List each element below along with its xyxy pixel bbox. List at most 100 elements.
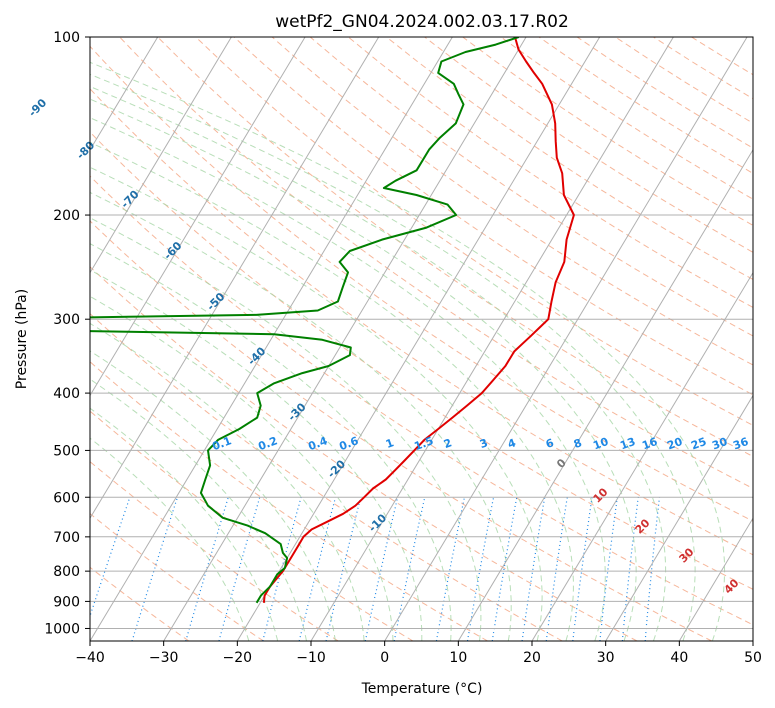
- moist-adiabat: [90, 378, 307, 641]
- isotherm-line: [531, 271, 753, 641]
- mixing-ratio-line: [521, 497, 546, 641]
- isotherm-line: [678, 517, 753, 641]
- moist-adiabat: [90, 141, 574, 641]
- dry-adiabat: [119, 37, 753, 489]
- y-tick-label: 300: [53, 312, 80, 328]
- moist-adiabat-label: 10: [591, 485, 611, 505]
- mixing-ratio-label: 3: [478, 436, 490, 451]
- line-labels: -100-90-80-70-60-50-40-30-20-100.10.20.4…: [0, 56, 751, 597]
- mixing-ratio-label: 4: [506, 436, 518, 451]
- mixing-ratio-line: [599, 497, 618, 641]
- mixing-ratio-label: 2: [442, 436, 454, 451]
- isotherm-label: -90: [26, 96, 49, 119]
- mixing-ratio-line: [491, 497, 518, 641]
- mixing-ratio-label: 1.5: [412, 434, 435, 453]
- isotherm-line: [163, 37, 527, 641]
- mixing-ratio-label: 1: [384, 436, 396, 451]
- x-tick-label: 40: [670, 650, 688, 666]
- isotherm-label: -100: [0, 56, 1, 85]
- mixing-ratio-label: 20: [665, 435, 684, 453]
- moist-adiabat: [90, 61, 726, 641]
- mixing-ratio-label: 13: [618, 435, 637, 452]
- isotherm-line: [90, 37, 380, 520]
- dry-adiabat: [90, 313, 563, 641]
- dry-adiabat: [347, 37, 753, 309]
- y-tick-label: 900: [53, 594, 80, 610]
- isotherm-line: [457, 148, 753, 641]
- moist-adiabat: [90, 98, 637, 641]
- mixing-ratio-label: 36: [731, 435, 750, 453]
- y-tick-label: 200: [53, 208, 80, 224]
- series-group: [90, 37, 575, 604]
- x-tick-label: −10: [296, 650, 326, 666]
- mixing-ratio-label: 6: [544, 436, 556, 451]
- dry-adiabat: [538, 37, 753, 174]
- mixing-ratio-line: [262, 497, 302, 641]
- moist-adiabat: [90, 85, 667, 641]
- mixing-ratio-label: 8: [572, 436, 584, 451]
- isotherm-label: -10: [366, 511, 389, 534]
- grid-lines: [0, 37, 753, 641]
- mixing-ratio-label: 0.6: [337, 434, 360, 453]
- dry-adiabat: [90, 566, 190, 641]
- mixing-ratio-line: [545, 497, 568, 641]
- dry-adiabat: [90, 410, 414, 641]
- moist-adiabat-label: 0: [554, 456, 569, 471]
- dry-adiabat: [90, 512, 264, 641]
- y-tick-label: 800: [53, 564, 80, 580]
- isotherm-line: [0, 37, 10, 641]
- mixing-ratio-label: 25: [689, 435, 708, 452]
- moist-adiabat: [90, 322, 365, 641]
- dry-adiabat: [90, 461, 339, 641]
- chart-title: wetPf2_GN04.2024.002.03.17.R02: [275, 12, 569, 32]
- isotherm-line: [236, 37, 601, 641]
- y-tick-label: 500: [53, 443, 80, 459]
- mixing-ratio-label: 10: [591, 435, 610, 453]
- x-axis: −40 −30 −20 −10 0 10 20 30 40 50: [75, 641, 762, 666]
- x-tick-label: 30: [597, 650, 615, 666]
- dry-adiabat: [90, 175, 753, 626]
- mixing-ratio-label: 30: [710, 435, 729, 453]
- mixing-ratio-line: [131, 497, 179, 641]
- moist-adiabat: [90, 269, 423, 641]
- y-axis: 100 200 300 400 500 600 700 800 900 1000: [44, 30, 90, 637]
- temperature-line: [262, 37, 575, 603]
- mixing-ratio-label: 16: [640, 435, 659, 453]
- isotherm-line: [384, 37, 748, 641]
- y-tick-label: 100: [53, 30, 80, 46]
- y-tick-label: 600: [53, 490, 80, 506]
- dry-adiabat: [90, 220, 712, 641]
- dry-adiabat: [424, 37, 753, 253]
- dry-adiabat: [90, 266, 638, 641]
- isotherm-label: -40: [245, 344, 268, 367]
- dry-adiabat: [271, 37, 753, 366]
- isotherm-line: [752, 640, 753, 641]
- x-tick-label: 0: [380, 650, 389, 666]
- moist-adiabat: [90, 73, 696, 641]
- x-tick-label: 50: [744, 650, 762, 666]
- moist-adiabat: [90, 191, 512, 641]
- dewpoint-line: [90, 37, 520, 604]
- isotherm-line: [0, 37, 84, 641]
- isotherm-line: [310, 37, 674, 641]
- plot-frame: [89, 36, 754, 642]
- isotherm-label: -30: [285, 400, 308, 423]
- mixing-ratio-line: [364, 497, 399, 641]
- y-tick-label: 1000: [44, 621, 80, 637]
- moist-adiabat-label: 20: [633, 516, 653, 536]
- moist-adiabat: [90, 437, 250, 641]
- isotherm-line: [605, 394, 753, 641]
- mixing-ratio-label: 0.2: [256, 434, 279, 453]
- dry-adiabat: [90, 88, 753, 556]
- mixing-ratio-line: [185, 497, 229, 641]
- moist-adiabat: [90, 117, 606, 641]
- mixing-ratio-line: [644, 497, 661, 641]
- dry-adiabat: [386, 37, 753, 281]
- dry-adiabat: [309, 37, 753, 337]
- isotherm-line: [90, 37, 232, 274]
- mixing-ratio-label: 0.4: [306, 434, 329, 453]
- isotherm-line: [90, 37, 159, 151]
- moist-adiabat: [90, 407, 279, 641]
- mixing-ratio-line: [393, 497, 426, 641]
